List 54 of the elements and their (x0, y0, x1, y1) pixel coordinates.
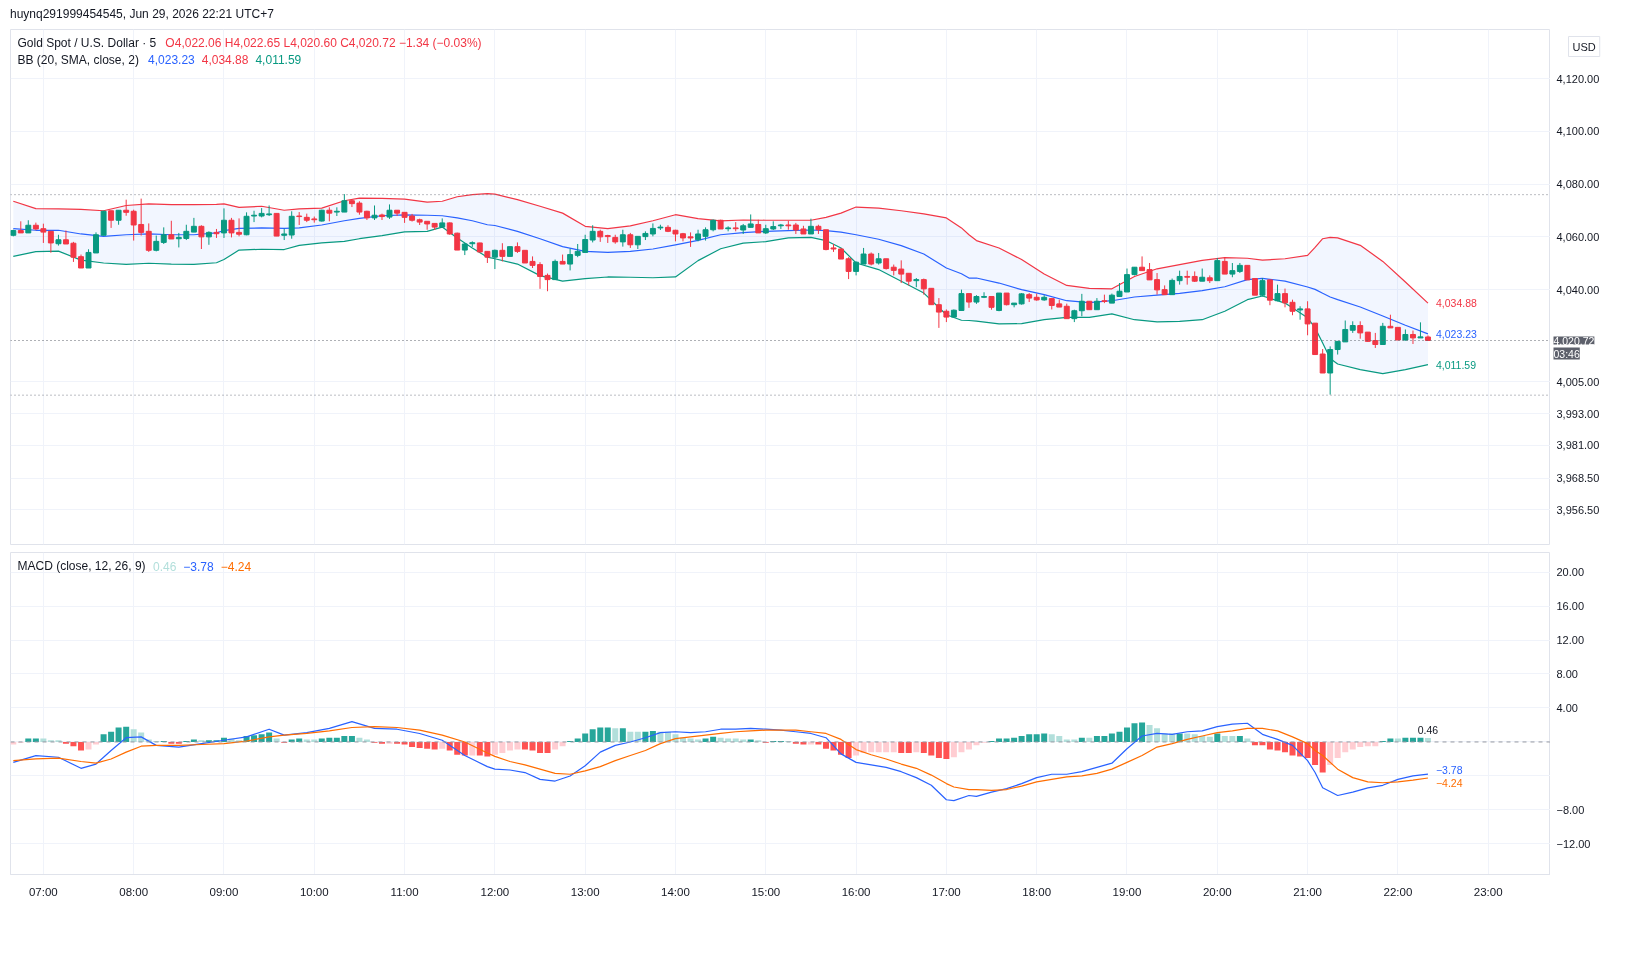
x-tick-label: 14:00 (661, 885, 690, 898)
y-tick-label: 3,993.00 (1556, 407, 1600, 420)
legend-title: MACD (close, 12, 26, 9) (17, 559, 146, 574)
text: 0.46 (152, 559, 177, 574)
x-tick-label: 20:00 (1202, 885, 1232, 898)
y-tick-label: 4.00 (1556, 702, 1578, 715)
data-label: 4,011.59 (1435, 358, 1477, 371)
data-label: 0.46 (1417, 723, 1439, 736)
y-tick-label: 4,060.00 (1556, 231, 1600, 244)
data-label: −4.24 (1435, 776, 1463, 789)
text: 4,034.88 (201, 53, 249, 68)
x-tick-label: 21:00 (1293, 885, 1322, 898)
y-tick-label: 12.00 (1556, 634, 1585, 647)
x-tick-label: 13:00 (570, 885, 600, 898)
text: −4.24 (220, 559, 252, 574)
x-tick-label: 18:00 (1022, 885, 1052, 898)
x-tick-label: 17:00 (931, 885, 961, 898)
y-tick-label: −8.00 (1556, 804, 1585, 817)
y-tick-label: 4,005.00 (1556, 376, 1600, 389)
y-tick-label: 3,968.50 (1556, 472, 1600, 485)
y-tick-label: 4,080.00 (1556, 178, 1600, 191)
y-tick-label: 16.00 (1556, 600, 1585, 613)
x-tick-label: 08:00 (119, 885, 149, 898)
x-tick-label: 23:00 (1473, 885, 1503, 898)
x-tick-label: 12:00 (480, 885, 510, 898)
text: huynq291999454545, Jun 29, 2026 22:21 UTC+7 (10, 6, 274, 23)
y-axis-title: USD (1572, 40, 1596, 53)
text: 03:46 (1553, 347, 1580, 360)
y-tick-label: 3,956.50 (1556, 504, 1600, 517)
x-tick-label: 19:00 (1112, 885, 1142, 898)
data-label: 4,023.23 (1435, 328, 1477, 341)
data-label: 4,034.88 (1435, 297, 1477, 310)
x-tick-label: 11:00 (390, 885, 419, 898)
x-tick-label: 09:00 (209, 885, 239, 898)
x-tick-label: 07:00 (28, 885, 58, 898)
x-tick-label: 16:00 (841, 885, 871, 898)
y-tick-label: 4,120.00 (1556, 72, 1600, 85)
y-tick-label: 3,981.00 (1556, 439, 1600, 452)
x-tick-label: 15:00 (751, 885, 781, 898)
y-tick-label: 4,100.00 (1556, 125, 1600, 138)
text: Gold Spot / U.S. Dollar · 5 (17, 36, 157, 51)
text: O4,022.06 H4,022.65 L4,020.60 C4,020.72 −1.34 (−0.03%) (165, 36, 482, 51)
text: 4,023.23 (148, 53, 195, 68)
legend-title: BB (20, SMA, close, 2) (17, 52, 139, 67)
x-tick-label: 22:00 (1383, 885, 1413, 898)
data-label: −3.78 (1435, 763, 1463, 776)
y-tick-label: −12.00 (1556, 838, 1591, 851)
text: 4,011.59 (255, 53, 302, 68)
y-tick-label: 4,040.00 (1556, 283, 1600, 296)
x-tick-label: 10:00 (299, 885, 329, 898)
y-tick-label: 20.00 (1556, 566, 1585, 579)
text: −3.78 (183, 559, 214, 574)
ref-line-label: 4,020.72 (1553, 334, 1595, 347)
y-tick-label: 8.00 (1556, 668, 1578, 681)
